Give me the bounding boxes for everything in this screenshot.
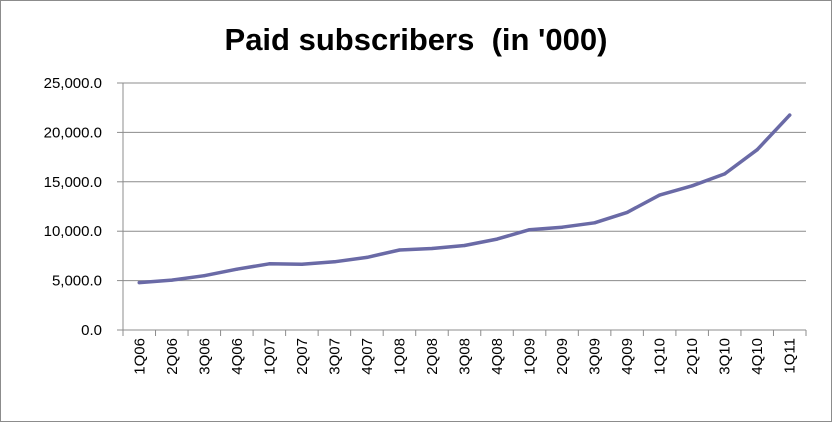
data-point (300, 262, 304, 266)
y-tick-label: 25,000.0 (44, 75, 102, 92)
data-point (430, 246, 434, 251)
x-tick-label: 1Q08 (391, 338, 408, 375)
gridlines (123, 82, 806, 282)
x-tick-label: 1Q10 (652, 338, 669, 375)
y-tick-label: 0.0 (81, 322, 102, 339)
data-point (625, 210, 629, 215)
x-tick-label: 1Q06 (131, 338, 148, 375)
x-tick-label: 3Q09 (587, 338, 604, 375)
data-point (495, 237, 499, 241)
data-point (527, 228, 532, 232)
series-line (137, 113, 792, 285)
x-tick-label: 1Q07 (261, 338, 278, 375)
x-tick-label: 2Q07 (294, 338, 311, 375)
x-tick-label: 3Q07 (326, 338, 343, 375)
y-tick-label: 5,000.0 (52, 273, 102, 290)
data-point (462, 243, 467, 248)
data-point (267, 262, 271, 266)
data-point (202, 274, 206, 278)
x-tick-label: 4Q10 (749, 338, 766, 375)
data-point (592, 221, 597, 225)
data-point (365, 255, 369, 259)
data-point (137, 280, 141, 285)
x-tick-label: 3Q06 (196, 338, 213, 375)
x-tick-label: 4Q07 (359, 338, 376, 375)
x-tick-label: 2Q06 (164, 338, 181, 375)
data-point (658, 193, 662, 197)
x-tick-label: 1Q09 (522, 338, 539, 375)
x-tick-label: 4Q08 (489, 338, 506, 375)
data-point (788, 113, 792, 117)
y-tick-label: 15,000.0 (44, 174, 102, 191)
x-tick-label: 3Q08 (457, 338, 474, 375)
data-point (235, 267, 239, 271)
data-point (397, 248, 402, 252)
axes (117, 82, 807, 336)
x-tick-label: 4Q06 (229, 338, 246, 375)
data-point (690, 184, 694, 188)
data-point (170, 278, 174, 282)
x-tick-labels: 1Q06 2Q06 3Q06 4Q06 1Q07 2Q07 3Q07 4Q07 1Q08 2Q08… (131, 338, 798, 375)
x-tick-label: 1Q11 (782, 338, 799, 374)
y-tick-label: 20,000.0 (44, 124, 102, 141)
x-tick-label: 2Q09 (554, 338, 571, 375)
series-layer (137, 113, 792, 285)
chart-title: Paid subscribers (in '000) (224, 22, 608, 57)
data-point (332, 260, 337, 264)
x-tick-label: 4Q09 (619, 338, 636, 375)
x-tick-label: 2Q08 (424, 338, 441, 375)
data-point (560, 225, 564, 229)
data-point (723, 172, 727, 176)
y-tick-labels: 0.0 5,000.0 10,000.0 15,000.0 20,000.0 25,000… (44, 75, 102, 339)
x-tick-label: 2Q10 (684, 338, 701, 375)
data-point (755, 148, 759, 152)
y-tick-label: 10,000.0 (44, 223, 102, 240)
x-tick-label: 3Q10 (717, 338, 734, 375)
